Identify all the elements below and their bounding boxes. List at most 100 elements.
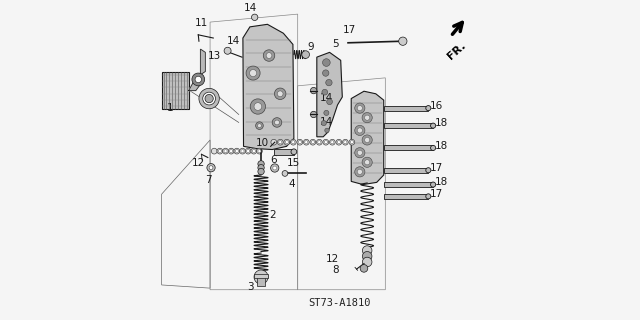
Text: 17: 17 <box>430 189 443 199</box>
Circle shape <box>365 137 370 142</box>
Text: ST73-A1810: ST73-A1810 <box>308 298 371 308</box>
Circle shape <box>362 246 372 255</box>
Polygon shape <box>189 49 205 91</box>
Circle shape <box>311 140 314 144</box>
Circle shape <box>431 123 436 128</box>
Circle shape <box>355 167 365 177</box>
Circle shape <box>362 113 372 123</box>
Circle shape <box>284 139 290 145</box>
Circle shape <box>362 252 372 261</box>
Text: 17: 17 <box>342 26 356 36</box>
Circle shape <box>355 125 365 135</box>
Circle shape <box>426 106 431 111</box>
Circle shape <box>316 139 322 145</box>
Circle shape <box>245 148 251 154</box>
Circle shape <box>365 115 370 120</box>
Circle shape <box>310 111 317 118</box>
Text: 18: 18 <box>435 141 448 151</box>
Circle shape <box>365 160 370 165</box>
Circle shape <box>350 140 353 144</box>
Circle shape <box>239 148 245 154</box>
Circle shape <box>277 91 283 97</box>
Text: 1: 1 <box>167 103 173 113</box>
Bar <box>254 274 268 278</box>
Text: 15: 15 <box>287 157 300 167</box>
Circle shape <box>279 140 282 144</box>
Circle shape <box>362 157 372 167</box>
Circle shape <box>258 149 261 153</box>
Polygon shape <box>351 91 384 185</box>
Circle shape <box>271 139 276 145</box>
Circle shape <box>349 139 355 145</box>
Circle shape <box>310 139 316 145</box>
Circle shape <box>224 47 231 54</box>
Circle shape <box>297 139 303 145</box>
Circle shape <box>360 265 368 272</box>
Circle shape <box>217 148 223 154</box>
Circle shape <box>342 139 348 145</box>
Circle shape <box>317 140 321 144</box>
Circle shape <box>302 51 310 59</box>
Circle shape <box>203 92 216 105</box>
Circle shape <box>254 270 268 284</box>
Circle shape <box>282 171 288 176</box>
Circle shape <box>336 139 342 145</box>
Text: 18: 18 <box>435 177 448 187</box>
Circle shape <box>431 182 436 187</box>
Circle shape <box>321 121 326 126</box>
Text: 14: 14 <box>319 117 333 127</box>
Circle shape <box>252 149 255 153</box>
Circle shape <box>285 140 289 144</box>
Text: 4: 4 <box>289 179 295 189</box>
Circle shape <box>323 139 329 145</box>
Bar <box>384 123 433 128</box>
Bar <box>384 194 428 199</box>
Circle shape <box>324 140 328 144</box>
Circle shape <box>266 53 272 59</box>
Text: 17: 17 <box>430 163 443 173</box>
Circle shape <box>258 168 264 175</box>
Text: 14: 14 <box>227 36 240 46</box>
Circle shape <box>230 149 233 153</box>
Text: 12: 12 <box>191 158 205 168</box>
Circle shape <box>273 166 276 170</box>
Text: 8: 8 <box>332 265 339 275</box>
Polygon shape <box>317 52 342 137</box>
Circle shape <box>324 110 329 116</box>
Circle shape <box>298 140 301 144</box>
Circle shape <box>326 99 332 105</box>
Circle shape <box>357 128 362 133</box>
Text: 13: 13 <box>207 51 221 61</box>
Circle shape <box>250 69 257 76</box>
Text: 6: 6 <box>271 155 277 165</box>
Circle shape <box>207 164 215 172</box>
Circle shape <box>362 257 372 267</box>
Bar <box>384 168 428 173</box>
Circle shape <box>292 140 295 144</box>
Circle shape <box>218 149 221 153</box>
Circle shape <box>254 103 262 110</box>
Circle shape <box>251 148 257 154</box>
Circle shape <box>205 94 213 103</box>
Text: FR.: FR. <box>446 40 468 61</box>
Circle shape <box>272 118 282 127</box>
Circle shape <box>331 140 334 144</box>
Circle shape <box>357 150 362 155</box>
Circle shape <box>275 88 286 100</box>
Circle shape <box>303 139 309 145</box>
Bar <box>274 149 294 155</box>
Text: 7: 7 <box>205 175 212 185</box>
Circle shape <box>337 140 340 144</box>
Circle shape <box>257 124 261 128</box>
Circle shape <box>241 149 244 153</box>
Circle shape <box>192 73 205 86</box>
Circle shape <box>426 168 431 173</box>
Text: 5: 5 <box>333 39 339 49</box>
Circle shape <box>258 164 264 171</box>
Polygon shape <box>243 24 294 149</box>
Circle shape <box>211 148 217 154</box>
Circle shape <box>234 148 240 154</box>
Circle shape <box>357 106 362 111</box>
Bar <box>384 106 428 111</box>
Text: 3: 3 <box>248 282 254 292</box>
